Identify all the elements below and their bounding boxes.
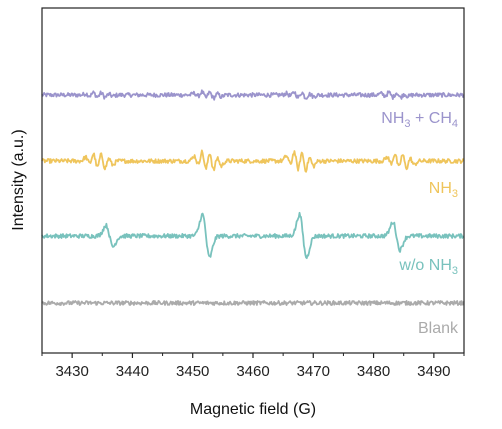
x-axis-ticks: 3430 3440 3450 3460 3470 3480 3490	[41, 353, 465, 380]
series-label-2: NH3	[429, 180, 458, 200]
y-axis-title: Intensity (a.u.)	[10, 129, 27, 230]
x-tick-label: 3490	[417, 363, 450, 380]
series-line-3	[41, 211, 465, 260]
x-tick-label: 3440	[116, 363, 149, 380]
series-label-3: w/o NH3	[398, 257, 458, 277]
x-tick-label: 3480	[357, 363, 390, 380]
series-label-1: NH3 + CH4	[381, 110, 458, 130]
series-label-4: Blank	[418, 320, 459, 337]
series-line-4	[41, 300, 465, 306]
x-tick-label: 3460	[236, 363, 269, 380]
series-line-1	[41, 89, 465, 101]
series-labels: NH3 + CH4 NH3 w/o NH3 Blank	[381, 110, 459, 337]
series-traces	[41, 89, 465, 306]
x-tick-label: 3470	[297, 363, 330, 380]
x-tick-label: 3450	[176, 363, 209, 380]
series-line-2	[41, 149, 465, 173]
x-tick-label: 3430	[55, 363, 88, 380]
x-axis-title: Magnetic field (G)	[190, 401, 316, 418]
